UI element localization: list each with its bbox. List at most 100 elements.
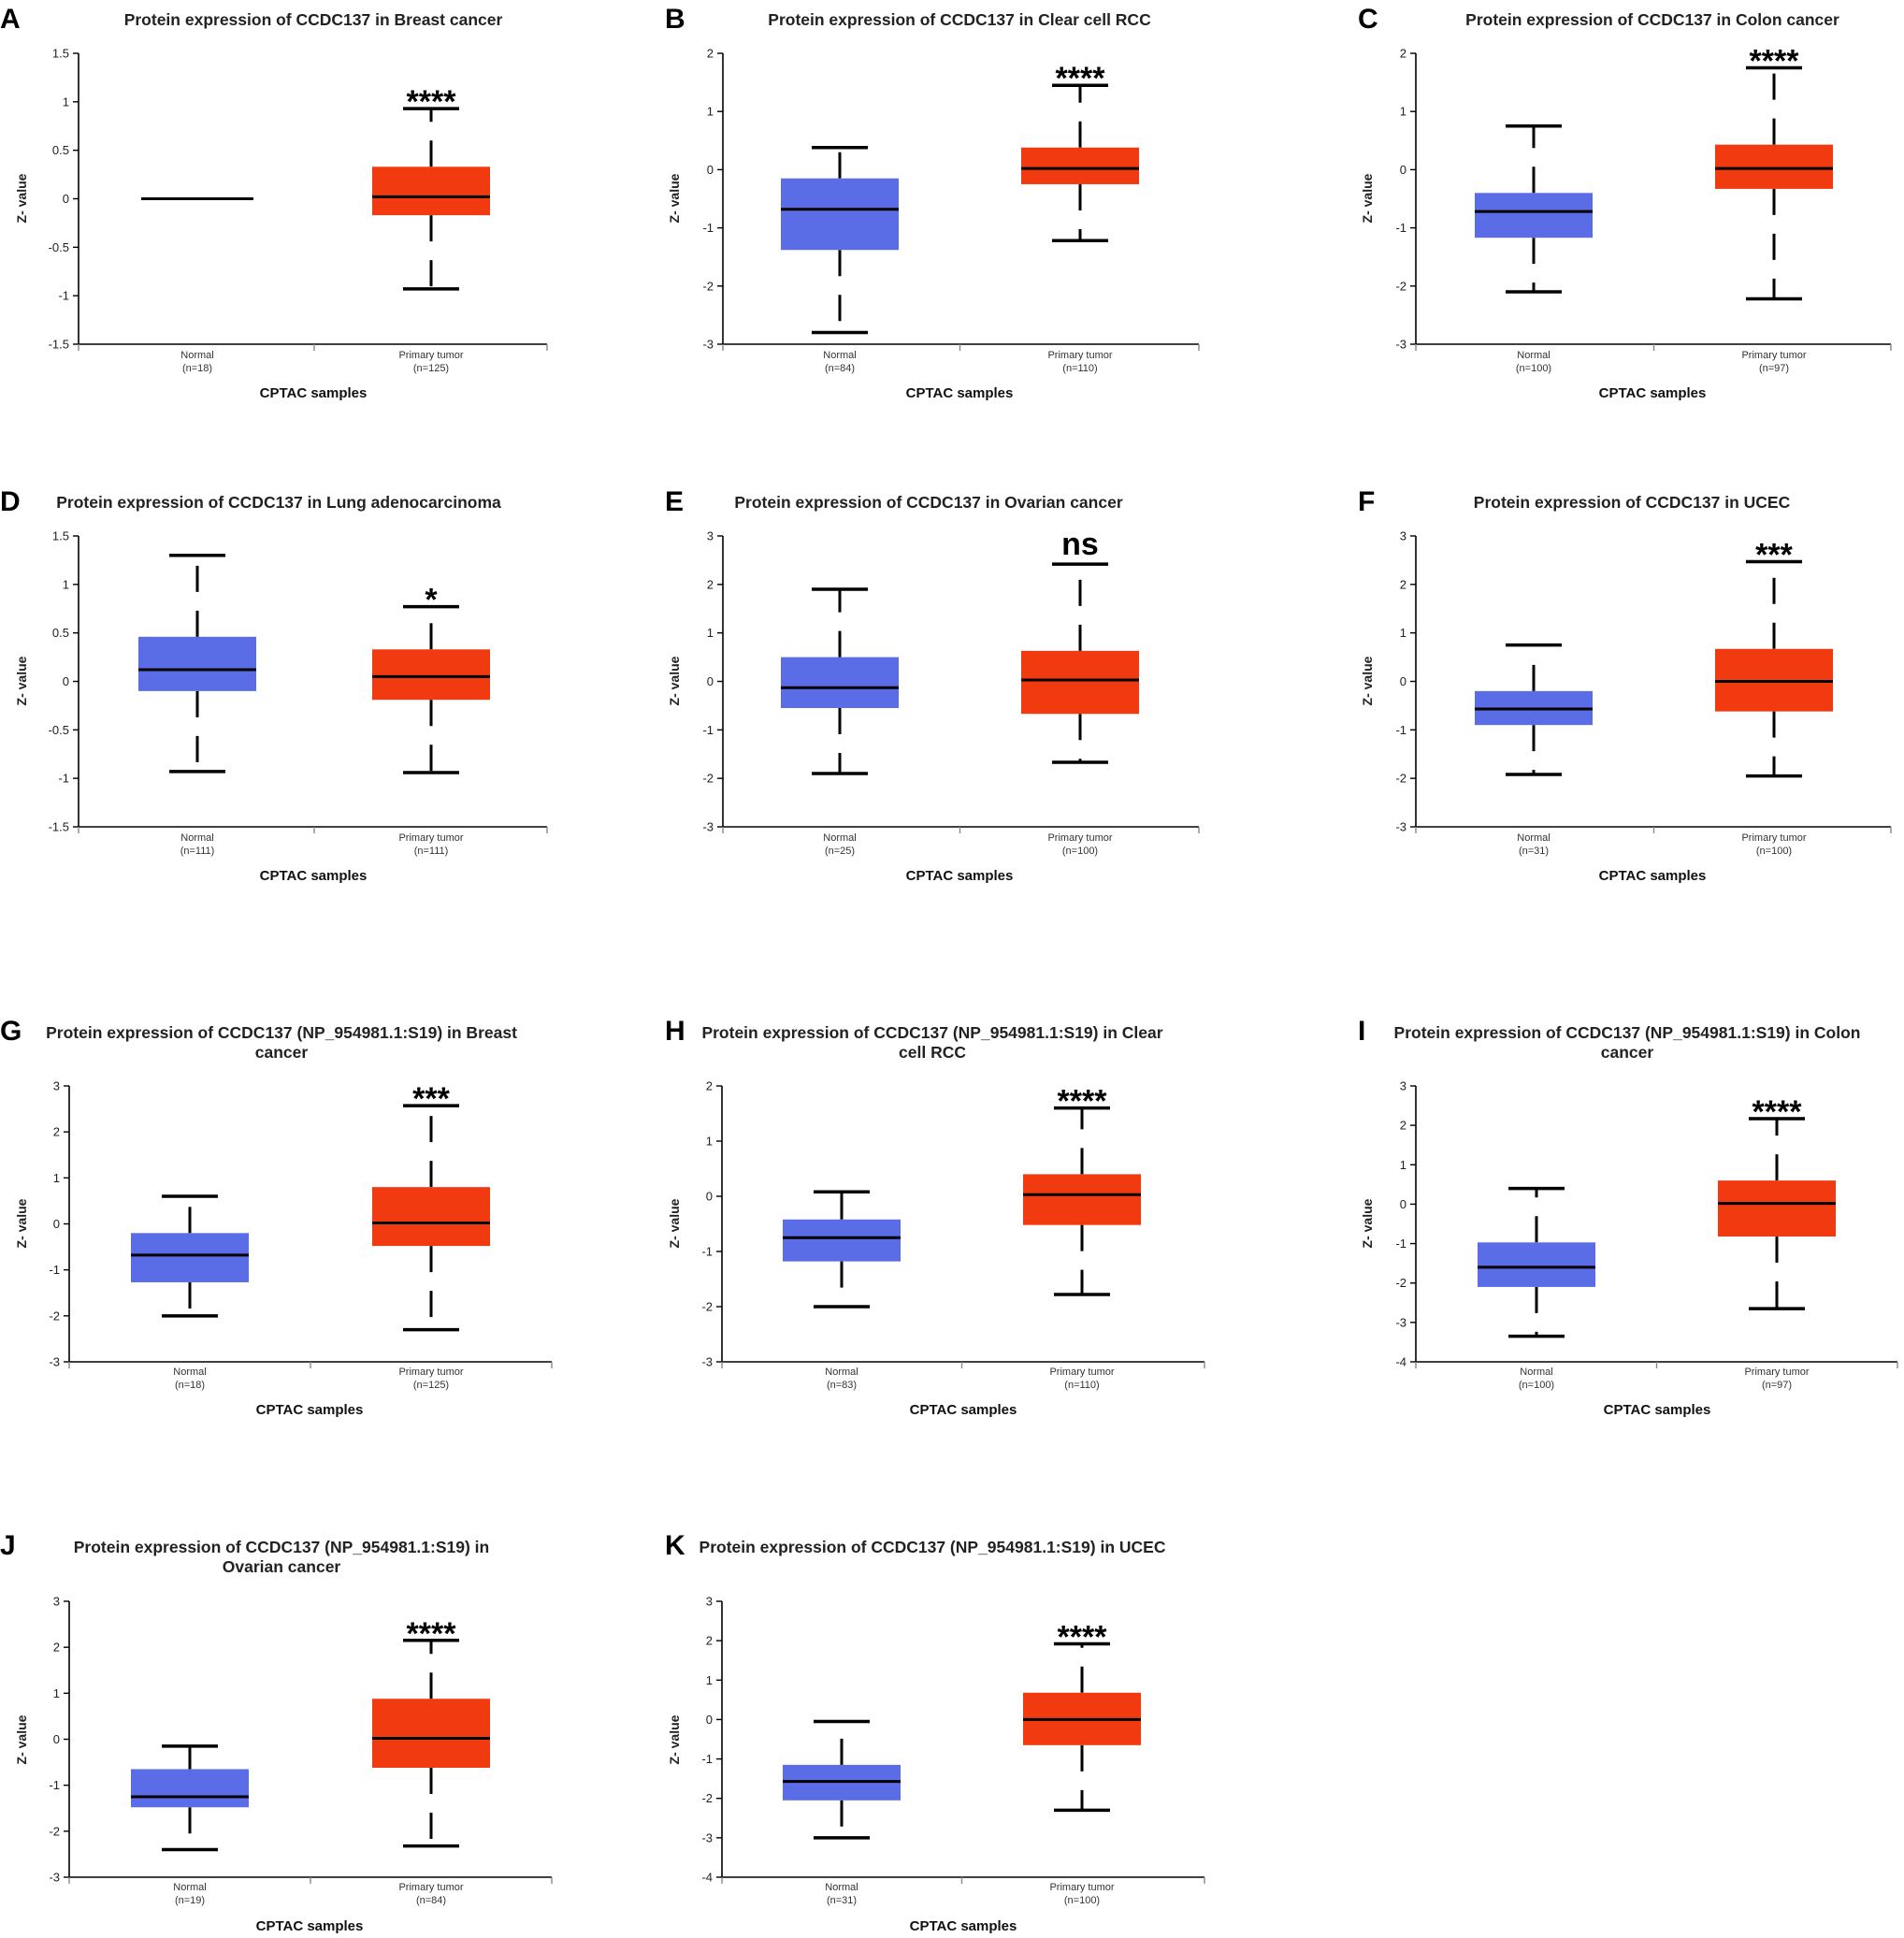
box-primary-tumor: Primary tumor (n=125)	[372, 1104, 490, 1391]
iqr-box	[131, 1233, 249, 1282]
iqr-box	[138, 636, 256, 691]
y-tick-label: 1.5	[52, 47, 69, 61]
iqr-box	[1021, 147, 1139, 184]
panel-letter: C	[1358, 4, 1378, 35]
category-label: Primary tumor	[1047, 832, 1112, 844]
y-axis-label: Z- value	[14, 656, 29, 705]
category-label: Primary tumor	[398, 1367, 463, 1378]
y-tick-label: -1.5	[49, 820, 69, 834]
category-label: Normal	[823, 832, 856, 844]
significance-label: ****	[1750, 44, 1800, 80]
x-axis-label: CPTAC samples	[260, 385, 368, 401]
box-normal: Normal (n=100)	[1478, 1186, 1595, 1391]
panel-letter: D	[0, 486, 21, 517]
y-axis-label: Z- value	[14, 1198, 29, 1248]
y-tick-label: -4	[1395, 1355, 1406, 1369]
x-axis-label: CPTAC samples	[1599, 868, 1707, 884]
y-tick-label: 1	[53, 1171, 60, 1185]
y-tick-label: 3	[1400, 529, 1406, 543]
x-axis-label: CPTAC samples	[1599, 385, 1707, 401]
y-tick-label: -2	[1395, 279, 1406, 293]
y-tick-label: 2	[707, 47, 714, 61]
box-primary-tumor: Primary tumor (n=110)	[1023, 1106, 1141, 1391]
y-tick-label: -3	[701, 1830, 713, 1844]
iqr-box	[372, 649, 490, 701]
chart-panel-e: E Protein expression of CCDC137 in Ovaria…	[665, 486, 1200, 884]
y-tick-label: 0	[706, 1190, 713, 1204]
y-tick-label: -2	[1395, 772, 1406, 786]
y-tick-label: 1	[1400, 105, 1406, 119]
y-tick-label: -0.5	[49, 240, 69, 254]
sample-count-label: (n=100)	[1756, 846, 1792, 857]
category-label: Normal	[173, 1882, 206, 1893]
y-tick-label: 1	[706, 1135, 713, 1149]
category-label: Primary tumor	[1049, 1882, 1114, 1893]
x-axis-label: CPTAC samples	[906, 868, 1014, 884]
y-tick-label: 3	[53, 1595, 60, 1609]
y-tick-label: -1	[702, 221, 714, 235]
chart-title: Protein expression of CCDC137 (NP_954981…	[74, 1538, 489, 1556]
sample-count-label: (n=100)	[1519, 1380, 1554, 1391]
significance-label: ****	[407, 1616, 457, 1652]
panel-letter: J	[0, 1530, 16, 1561]
iqr-box	[372, 1699, 490, 1768]
y-tick-label: -3	[702, 338, 714, 352]
sample-count-label: (n=31)	[1519, 846, 1549, 857]
chart-title: cancer	[255, 1043, 309, 1062]
significance-label: ****	[1058, 1084, 1108, 1120]
y-tick-label: -4	[701, 1871, 713, 1885]
y-tick-label: -3	[1395, 820, 1406, 834]
sample-count-label: (n=125)	[413, 1380, 449, 1391]
sample-count-label: (n=100)	[1062, 846, 1098, 857]
sample-count-label: (n=100)	[1064, 1895, 1100, 1906]
iqr-box	[1023, 1174, 1141, 1225]
category-label: Primary tumor	[1741, 350, 1806, 361]
chart-panel-k: K Protein expression of CCDC137 (NP_95498…	[665, 1530, 1205, 1934]
chart-title: Protein expression of CCDC137 in Lung ad…	[56, 493, 501, 512]
y-tick-label: -3	[49, 1355, 60, 1369]
sample-count-label: (n=25)	[825, 846, 855, 857]
chart-panel-g: G Protein expression of CCDC137 (NP_95498…	[0, 1016, 553, 1418]
sample-count-label: (n=111)	[414, 846, 449, 857]
category-label: Normal	[825, 1882, 858, 1893]
iqr-box	[1021, 650, 1139, 715]
chart-title: Protein expression of CCDC137 (NP_954981…	[46, 1023, 517, 1042]
iqr-box	[1715, 144, 1833, 189]
y-tick-label: -3	[1395, 338, 1406, 352]
chart-title: Protein expression of CCDC137 in Ovarian…	[734, 493, 1122, 512]
sample-count-label: (n=97)	[1759, 363, 1789, 374]
iqr-box	[1478, 1242, 1595, 1287]
iqr-box	[1718, 1180, 1836, 1237]
panel-letter: F	[1358, 486, 1375, 517]
y-axis-label: Z- value	[667, 173, 682, 223]
box-normal: Normal (n=100)	[1475, 124, 1593, 374]
category-label: Primary tumor	[1047, 350, 1112, 361]
box-primary-tumor: Primary tumor (n=111)	[372, 604, 490, 857]
significance-label: ***	[412, 1081, 450, 1117]
y-tick-label: 0	[53, 1732, 60, 1746]
box-normal: Normal (n=18)	[131, 1194, 249, 1391]
chart-panel-a: A Protein expression of CCDC137 in Breast…	[0, 4, 548, 401]
x-axis-label: CPTAC samples	[256, 1918, 364, 1934]
y-axis-label: Z- value	[1360, 656, 1375, 705]
chart-panel-i: I Protein expression of CCDC137 (NP_95498…	[1358, 1016, 1898, 1418]
category-label: Primary tumor	[1741, 832, 1806, 844]
x-axis-label: CPTAC samples	[906, 385, 1014, 401]
y-tick-label: 2	[706, 1634, 713, 1648]
category-label: Normal	[1517, 832, 1550, 844]
panel-letter: E	[665, 486, 684, 517]
box-primary-tumor: Primary tumor (n=97)	[1715, 65, 1833, 374]
sample-count-label: (n=18)	[175, 1380, 205, 1391]
y-tick-label: -2	[702, 772, 714, 786]
y-tick-label: -2	[1395, 1276, 1406, 1290]
sample-count-label: (n=125)	[413, 363, 449, 374]
y-tick-label: 1	[706, 1673, 713, 1687]
y-tick-label: 2	[1400, 47, 1406, 61]
y-tick-label: 2	[1400, 577, 1406, 591]
x-axis-label: CPTAC samples	[256, 1402, 364, 1418]
panel-letter: G	[0, 1016, 22, 1047]
panel-letter: B	[665, 4, 685, 35]
significance-label: *	[425, 583, 438, 618]
category-label: Normal	[1520, 1367, 1552, 1378]
